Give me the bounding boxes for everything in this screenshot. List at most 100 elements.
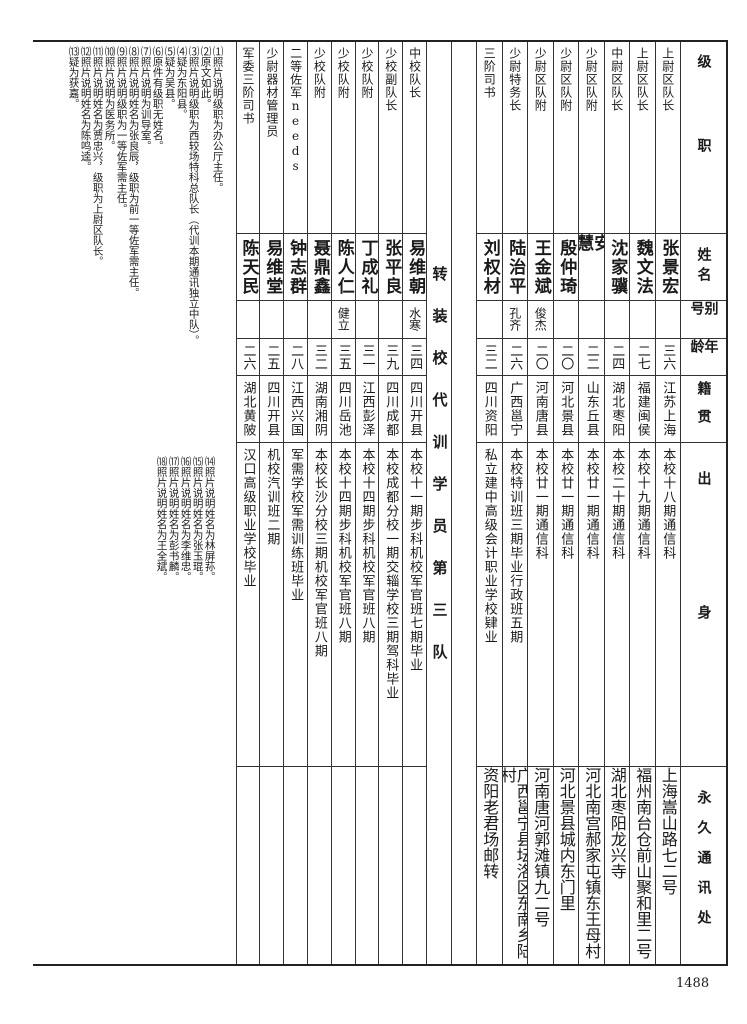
header-rank: 级职 xyxy=(681,42,726,235)
cell-rank: 上尉区队长 xyxy=(630,42,655,235)
cell-age: 三四 xyxy=(403,339,426,376)
header-native: 籍贯 xyxy=(681,376,726,444)
person-column: 二等佐军needs 钟志群 二八 江西兴国 军需学校军需训练班毕业 xyxy=(283,42,308,964)
person-age: 二四 xyxy=(609,343,625,370)
notes-bottom: ⒁照片说明姓名为林屏荪。 ⒂照片说明姓名为张玉琨。 ⒃照片说明姓名为李维忠。 ⒄照片说… xyxy=(156,456,216,582)
person-origin: 本校特训班三期毕业行政班五期 xyxy=(507,448,523,645)
header-age: 年龄 xyxy=(681,339,726,376)
cell-native: 湖南湘阴 xyxy=(308,376,331,444)
cell-address: 河南唐河郭滩镇九二号 xyxy=(528,767,553,964)
person-age: 二六 xyxy=(240,343,256,370)
footnote: ⑶照片说明级职为西较场特科总队长（代训本期通讯独立中队）。 xyxy=(187,46,200,346)
header-address: 永久通讯处 xyxy=(681,767,726,964)
cell-name: 陈人仁 xyxy=(331,234,355,301)
cell-native: 湖北黄陂 xyxy=(236,376,260,444)
cell-origin: 军需学校军需训练班毕业 xyxy=(284,443,308,767)
person-name: 刘权材 xyxy=(479,238,500,296)
cell-address: 广西邕宁县坛洛区东南乡陆村 xyxy=(503,767,528,964)
cell-age: 二二 xyxy=(579,339,604,376)
cell-address: 河北南宫郝家屯镇东王母村 xyxy=(579,767,604,964)
person-address: 广西邕宁县坛洛区东南乡陆村 xyxy=(502,766,528,959)
cell-name: 钟志群 xyxy=(284,234,308,301)
cell-native: 四川成都 xyxy=(379,376,403,444)
cell-address: 福州南台仓前山聚和里二号 xyxy=(630,767,655,964)
person-native: 四川开县 xyxy=(407,380,423,437)
person-native: 四川资阳 xyxy=(481,380,497,437)
cell-age: 二四 xyxy=(604,339,629,376)
person-rank: 少校队附 xyxy=(360,47,374,99)
person-origin: 本校二十期通信科 xyxy=(609,448,625,561)
page-number: 1488 xyxy=(676,976,710,991)
header-origin: 出身 xyxy=(681,443,726,767)
person-origin: 本校十九期通信科 xyxy=(634,448,650,561)
cell-native: 江西彭泽 xyxy=(355,376,379,444)
person-column: 少校副队长 张平良 三九 四川成都 本校成都分校一期交辎学校三期驾科毕业 xyxy=(378,42,403,964)
cell-origin: 本校廿一期通信科 xyxy=(579,443,604,767)
footnote: ⒃照片说明姓名为李维忠。 xyxy=(179,456,192,582)
cell-alias: 水寒 xyxy=(403,301,426,339)
cell-origin: 私立建中高级会计职业学校肄业 xyxy=(477,443,502,767)
person-name: 陈人仁 xyxy=(333,238,354,296)
footnote: ⑼照片说明级职为一等佐军需主任。 xyxy=(115,46,128,214)
person-column: 上尉区队长 张景宏 三六 江苏上海 本校十八期通信科 上海嵩山路七二号 xyxy=(654,42,681,964)
person-origin: 本校成都分校一期交辎学校三期驾科毕业 xyxy=(383,448,399,701)
cell-origin: 汉口高级职业学校毕业 xyxy=(236,443,260,767)
cell-rank: 少尉区队附 xyxy=(579,42,604,235)
footnote: ⒁照片说明姓名为林屏荪。 xyxy=(203,456,216,582)
person-column: 少尉器材管理员 易维堂 二五 四川开县 机校汽训班二期 xyxy=(259,42,284,964)
roster-table: 级职 姓名 别号 年龄 籍贯 出身 永久通讯处 上尉区队长 张景宏 三六 江苏上海 本校十八期通信科上… xyxy=(33,40,728,966)
cell-rank: 少校队附 xyxy=(355,42,379,235)
cell-name: 张平良 xyxy=(379,234,403,301)
cell-alias xyxy=(260,301,284,339)
cell-alias xyxy=(604,301,629,339)
cell-rank: 少尉区队附 xyxy=(528,42,553,235)
cell-address xyxy=(260,767,283,964)
person-column: 少校队附 陈人仁 健立 三五 四川岳池 本校十四期步科机校军官班八期 xyxy=(330,42,355,964)
cell-address xyxy=(332,767,355,964)
footnote: ⒄照片说明姓名为彭书麟。 xyxy=(167,456,180,582)
cell-origin: 本校廿一期通信科 xyxy=(528,443,553,767)
person-name: 沈家骥 xyxy=(607,238,628,296)
section-title-column: 转装校代训学员第三队 xyxy=(426,42,451,964)
cell-address xyxy=(403,767,426,964)
person-origin: 军需学校军需训练班毕业 xyxy=(288,448,304,603)
person-column: 中校队长 易维朝 水寒 三四 四川开县 本校十一期步科机校军官班七期毕业 xyxy=(402,42,426,964)
footnote: ⑴照片说明级职为办公厅主任。 xyxy=(211,46,224,193)
cell-age: 三一 xyxy=(355,339,379,376)
cell-alias: 俊杰 xyxy=(528,301,553,339)
person-origin: 本校十四期步科机校军官班八期 xyxy=(335,448,351,645)
cell-native: 四川开县 xyxy=(260,376,284,444)
cell-name: 刘权材 xyxy=(477,234,502,301)
person-name: 陈天民 xyxy=(238,238,259,296)
person-origin: 本校廿一期通信科 xyxy=(558,448,574,561)
cell-address: 上海嵩山路七二号 xyxy=(656,767,681,964)
cell-native: 江苏上海 xyxy=(655,376,680,444)
cell-alias xyxy=(477,301,502,339)
cell-rank: 军委三阶司书 xyxy=(236,42,260,235)
cell-rank: 少校副队长 xyxy=(379,42,403,235)
person-age: 三二 xyxy=(481,343,497,370)
person-native: 河南唐县 xyxy=(532,380,548,437)
cell-address: 湖北枣阳龙兴寺 xyxy=(605,767,630,964)
person-origin: 机校汽训班二期 xyxy=(264,448,280,547)
cell-alias xyxy=(284,301,308,339)
cell-address xyxy=(308,767,331,964)
person-address: 湖北枣阳龙兴寺 xyxy=(607,766,627,879)
cell-origin: 本校廿一期通信科 xyxy=(553,443,578,767)
footnote: ⒀疑为获嘉。 xyxy=(67,46,80,109)
cell-origin: 本校十四期步科机校军官班八期 xyxy=(331,443,355,767)
cell-native: 河北景县 xyxy=(553,376,578,444)
header-column: 级职 姓名 别号 年龄 籍贯 出身 永久通讯处 xyxy=(680,42,726,964)
cell-native: 湖北枣阳 xyxy=(604,376,629,444)
cell-rank: 上尉区队长 xyxy=(655,42,680,235)
person-name: 易维朝 xyxy=(405,238,426,296)
person-name: 聂鼎鑫 xyxy=(309,238,330,296)
person-age: 三四 xyxy=(407,343,423,370)
header-alias-label: 别号 xyxy=(688,300,719,321)
cell-alias xyxy=(553,301,578,339)
cell-native: 山东丘县 xyxy=(579,376,604,444)
person-origin: 本校十八期通信科 xyxy=(660,448,676,561)
footnote: ⑽照片说明为医务所。 xyxy=(103,46,116,151)
cell-alias xyxy=(579,301,604,339)
footnote: ⑺照片说明为训导室。 xyxy=(139,46,152,151)
